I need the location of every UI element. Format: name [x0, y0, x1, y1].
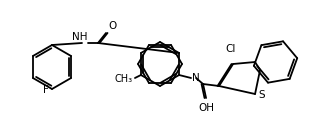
Text: CH₃: CH₃	[115, 74, 133, 84]
Text: OH: OH	[198, 103, 214, 113]
Text: O: O	[108, 21, 116, 31]
Text: S: S	[258, 90, 265, 100]
Text: Cl: Cl	[226, 44, 236, 54]
Text: F: F	[43, 85, 49, 95]
Text: N: N	[192, 73, 200, 83]
Text: NH: NH	[72, 32, 88, 42]
